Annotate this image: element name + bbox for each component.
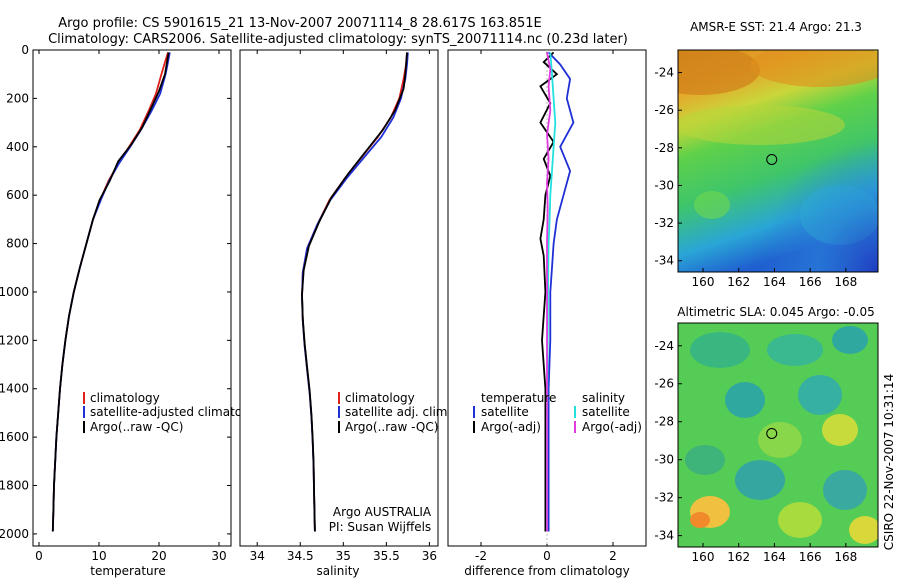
temperature-panel: 0 10 20 30 0 200 400 600 800 1000 1200 1400 1600 1800…: [0, 43, 268, 578]
legend-label-climatology: climatology: [345, 391, 415, 405]
legend-label-satellite: satellite adj. clim.: [345, 405, 451, 419]
sla-heatmap: [678, 323, 878, 547]
sla-map-title: Altimetric SLA: 0.045 Argo: -0.05: [677, 305, 874, 319]
salinity-axes-box: [239, 49, 439, 547]
y-tick-label: 1600: [0, 430, 29, 444]
y-tick-label: 600: [6, 188, 29, 202]
difference-xlabel: difference from climatology: [464, 564, 630, 578]
x-tick-label: 34: [250, 549, 265, 563]
x-tick-label: 0: [543, 549, 551, 563]
map-y-tick-label: -34: [654, 529, 674, 543]
sst-map-panel: AMSR-E SST: 21.4 Argo: 21.3 160 162 164 166…: [654, 20, 879, 289]
salinity-xlabel: salinity: [316, 564, 359, 578]
map-x-tick-label: 166: [799, 275, 822, 289]
sst-map-title: AMSR-E SST: 21.4 Argo: 21.3: [690, 20, 862, 34]
map-y-tick-label: -30: [654, 453, 674, 467]
map-y-tick-label: -34: [654, 254, 674, 268]
pi-label: PI: Susan Wijffels: [329, 520, 431, 534]
legend-title-salinity: salinity: [582, 391, 625, 405]
csiro-timestamp: CSIRO 22-Nov-2007 10:31:14: [882, 374, 896, 550]
difference-legend: temperature satellite Argo(-adj) salinit…: [473, 391, 642, 434]
salinity-panel: 34 34.5 35 35.5 36 salinity climatology sate…: [239, 49, 451, 578]
sst-map-ticks: 160 162 164 166 168 -24 -26 -28 -30 -32 -34: [654, 66, 857, 289]
map-x-tick-label: 160: [692, 275, 715, 289]
sst-heatmap: [678, 50, 878, 272]
x-tick-label: 2: [609, 549, 617, 563]
map-y-tick-label: -32: [654, 216, 674, 230]
sla-map-frame: [677, 322, 879, 548]
map-y-tick-label: -26: [654, 103, 674, 117]
legend-label-satellite: satellite-adjusted climatology: [90, 405, 268, 419]
map-y-tick-label: -26: [654, 377, 674, 391]
x-tick-label: 35.5: [373, 549, 400, 563]
map-x-tick-label: 160: [692, 550, 715, 564]
temperature-xlabel: temperature: [90, 564, 165, 578]
figure-title-line1: Argo profile: CS 5901615_21 13-Nov-2007 …: [58, 16, 542, 31]
legend-label-temp-satellite: satellite: [481, 405, 529, 419]
temperature-axes-box: [32, 49, 232, 547]
map-y-tick-label: -28: [654, 141, 674, 155]
map-x-tick-label: 164: [763, 275, 786, 289]
x-tick-label: 35: [336, 549, 351, 563]
y-tick-label: 1000: [0, 285, 29, 299]
legend-label-sal-satellite: satellite: [582, 405, 630, 419]
y-tick-label: 0: [21, 43, 29, 57]
legend-label-sal-argo: Argo(-adj): [582, 420, 642, 434]
x-tick-label: 0: [35, 549, 43, 563]
y-tick-label: 1800: [0, 479, 29, 493]
series-line: [547, 51, 575, 532]
y-tick-label: 2000: [0, 527, 29, 541]
x-tick-label: 34.5: [287, 549, 314, 563]
sst-argo-location-marker: [766, 153, 778, 165]
figure-title-line2: Climatology: CARS2006. Satellite-adjuste…: [48, 32, 628, 47]
y-tick-label: 1200: [0, 333, 29, 347]
salinity-ticks: 34 34.5 35 35.5 36: [250, 50, 437, 563]
y-tick-label: 200: [6, 91, 29, 105]
map-y-tick-label: -24: [654, 339, 674, 353]
y-tick-label: 1400: [0, 382, 29, 396]
legend-title-temperature: temperature: [481, 391, 556, 405]
series-line: [301, 52, 408, 532]
x-tick-label: -2: [475, 549, 487, 563]
series-line: [51, 52, 170, 532]
agency-label: Argo AUSTRALIA: [333, 505, 432, 519]
legend-label-argo: Argo(..raw -QC): [345, 420, 438, 434]
map-x-tick-label: 162: [727, 275, 750, 289]
map-y-tick-label: -30: [654, 178, 674, 192]
legend-label-temp-argo: Argo(-adj): [481, 420, 541, 434]
sst-map-frame: [677, 49, 879, 273]
legend-label-argo: Argo(..raw -QC): [90, 420, 183, 434]
map-y-tick-label: -32: [654, 491, 674, 505]
series-line: [546, 52, 552, 532]
difference-panel: -2 0 2 difference from climatology tempera…: [447, 49, 647, 578]
salinity-legend: climatology satellite adj. clim. Argo(..…: [338, 391, 451, 434]
temperature-series: [51, 52, 171, 532]
x-tick-label: 30: [211, 549, 226, 563]
map-y-tick-label: -28: [654, 415, 674, 429]
map-y-tick-label: -24: [654, 66, 674, 80]
map-x-tick-label: 166: [799, 550, 822, 564]
temperature-ticks: 0 10 20 30 0 200 400 600 800 1000 1200 1400 1600 1800…: [0, 43, 231, 563]
y-tick-label: 400: [6, 140, 29, 154]
x-tick-label: 20: [151, 549, 166, 563]
y-tick-label: 800: [6, 237, 29, 251]
map-x-tick-label: 168: [834, 550, 857, 564]
map-x-tick-label: 162: [727, 550, 750, 564]
x-tick-label: 36: [422, 549, 437, 563]
sla-map-ticks: 160 162 164 166 168 -24 -26 -28 -30 -32 -34: [654, 339, 857, 564]
temperature-legend: climatology satellite-adjusted climatolo…: [83, 391, 268, 434]
map-x-tick-label: 164: [763, 550, 786, 564]
sla-argo-location-marker: [766, 427, 778, 439]
series-line: [539, 51, 559, 532]
legend-label-climatology: climatology: [90, 391, 160, 405]
x-tick-label: 10: [91, 549, 106, 563]
map-x-tick-label: 168: [834, 275, 857, 289]
salinity-series: [301, 52, 409, 532]
difference-series: [539, 50, 575, 546]
sla-map-panel: Altimetric SLA: 0.045 Argo: -0.05 160 162…: [654, 305, 879, 564]
